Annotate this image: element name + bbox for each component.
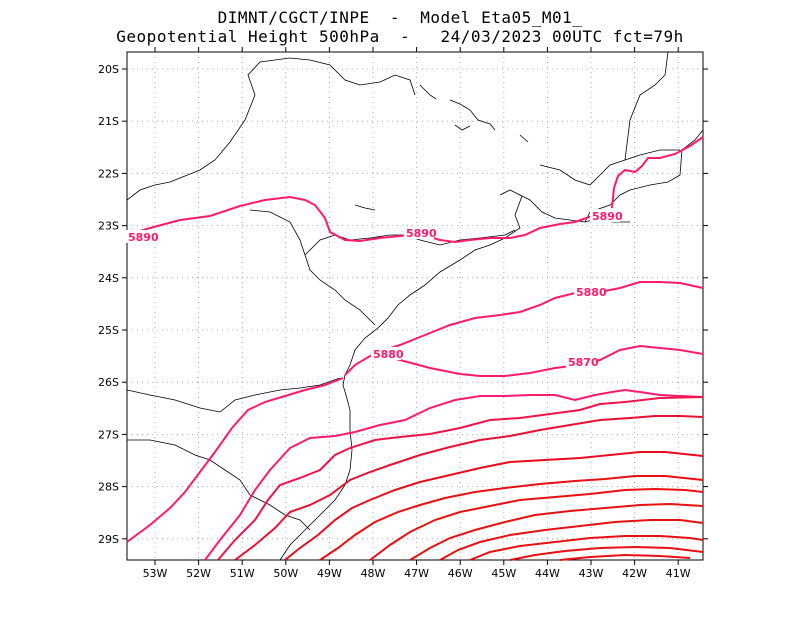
lat-tick-label: 24S (98, 272, 119, 285)
lon-tick-label: 44W (535, 567, 560, 580)
lat-tick-label: 21S (98, 115, 119, 128)
contour (204, 388, 704, 561)
lat-tick-label: 29S (98, 533, 119, 546)
lat-tick-label: 28S (98, 481, 119, 494)
lat-tick-label: 25S (98, 324, 119, 337)
graticule (127, 52, 703, 560)
state-border (499, 149, 680, 197)
contour-5870 (126, 344, 704, 543)
contour (409, 502, 704, 561)
contour-label: 5890 (128, 231, 159, 244)
lon-tick-label: 49W (317, 567, 342, 580)
lon-tick-label: 42W (622, 567, 647, 580)
lon-tick-label: 53W (143, 567, 168, 580)
contour (284, 451, 704, 561)
lon-tick-label: 52W (186, 567, 211, 580)
lon-tick-label: 47W (404, 567, 429, 580)
lon-tick-label: 50W (273, 567, 298, 580)
contour (369, 487, 704, 561)
contour (234, 415, 704, 561)
contour (509, 545, 704, 561)
chart-title-line2: Geopotential Height 500hPa - 24/03/2023 … (116, 27, 684, 46)
contour-5890 (611, 136, 704, 209)
coastline (521, 129, 704, 223)
lon-tick-label: 51W (230, 567, 255, 580)
state-border (249, 209, 376, 326)
height-contours (126, 136, 704, 561)
contour (559, 553, 691, 561)
contour-label: 5890 (592, 210, 623, 223)
lon-tick-label: 41W (666, 567, 691, 580)
lat-tick-label: 26S (98, 376, 119, 389)
contour-label: 5880 (576, 286, 607, 299)
lat-tick-label: 23S (98, 220, 119, 233)
contour-label: 5890 (406, 227, 437, 240)
contour-labels: 5890 5890 5890 5880 5880 5870 (125, 209, 623, 369)
coastlines-borders (126, 51, 704, 561)
lat-tick-label: 20S (98, 63, 119, 76)
contour (439, 519, 704, 561)
longitude-axis: 53W 52W 51W 50W 49W 48W 47W 46W 45W 44W 43W 42W 41W (143, 47, 691, 580)
state-border (126, 377, 341, 413)
lat-tick-label: 22S (98, 167, 119, 180)
reservoir (354, 84, 529, 211)
contour-5890 (126, 195, 593, 244)
coastline (279, 195, 523, 561)
chart-title-line1: DIMNT/CGCT/INPE - Model Eta05_M01_ (217, 8, 583, 27)
contour-5880 (344, 281, 704, 376)
contour (217, 396, 704, 561)
map-frame (126, 51, 704, 561)
state-border (126, 57, 416, 201)
lon-tick-label: 48W (361, 567, 386, 580)
latitude-axis: 20S 21S 22S 23S 24S 25S 26S 27S 28S 29S (98, 63, 708, 546)
lat-tick-label: 27S (98, 428, 119, 441)
contour (319, 475, 704, 561)
lon-tick-label: 46W (448, 567, 473, 580)
state-border (624, 51, 669, 161)
contour-label: 5870 (568, 356, 599, 369)
lon-tick-label: 43W (579, 567, 604, 580)
lon-tick-label: 45W (491, 567, 516, 580)
contour (469, 535, 704, 561)
contour-label: 5880 (373, 348, 404, 361)
